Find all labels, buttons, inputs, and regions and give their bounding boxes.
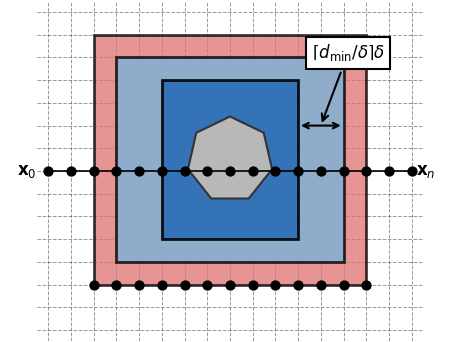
Point <box>385 168 392 174</box>
Point <box>135 282 143 287</box>
Point <box>112 168 120 174</box>
Point <box>180 168 188 174</box>
Point <box>339 168 347 174</box>
Point <box>90 282 97 287</box>
Point <box>180 282 188 287</box>
Point <box>271 282 279 287</box>
Point <box>271 168 279 174</box>
Point <box>135 168 143 174</box>
Point <box>316 282 324 287</box>
Bar <box>162 80 297 239</box>
Text: $\mathbf{x}_0$: $\mathbf{x}_0$ <box>17 162 37 180</box>
Bar <box>94 35 365 285</box>
Point <box>226 282 233 287</box>
Point <box>226 168 233 174</box>
Point <box>45 168 52 174</box>
Point <box>67 168 74 174</box>
Point <box>294 282 301 287</box>
Point <box>112 282 120 287</box>
Point <box>362 282 369 287</box>
Text: $\lceil d_{\min}/\delta \rceil\delta$: $\lceil d_{\min}/\delta \rceil\delta$ <box>311 42 384 121</box>
Text: $\mathbf{x}_n$: $\mathbf{x}_n$ <box>415 162 435 180</box>
Polygon shape <box>188 117 271 198</box>
Bar <box>116 57 343 262</box>
Point <box>248 168 256 174</box>
Point <box>90 168 97 174</box>
Point <box>407 168 414 174</box>
Point <box>248 282 256 287</box>
Point <box>316 168 324 174</box>
Point <box>362 168 369 174</box>
Point <box>158 168 165 174</box>
Point <box>203 168 211 174</box>
Point <box>203 282 211 287</box>
Point <box>158 282 165 287</box>
Point <box>339 282 347 287</box>
Point <box>294 168 301 174</box>
